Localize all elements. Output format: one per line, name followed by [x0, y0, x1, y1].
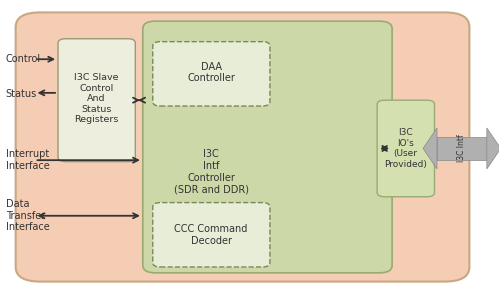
- FancyBboxPatch shape: [16, 12, 469, 282]
- Polygon shape: [423, 128, 437, 169]
- FancyBboxPatch shape: [377, 100, 434, 197]
- Polygon shape: [487, 128, 500, 169]
- Text: Data
Transfer
Interface: Data Transfer Interface: [6, 199, 50, 232]
- FancyBboxPatch shape: [153, 203, 270, 267]
- Text: Interrupt
Interface: Interrupt Interface: [6, 149, 50, 171]
- Text: I3C Slave
Control
And
Status
Registers: I3C Slave Control And Status Registers: [74, 74, 118, 124]
- Text: Control: Control: [6, 54, 41, 64]
- Text: I3C
Intf
Controller
(SDR and DDR): I3C Intf Controller (SDR and DDR): [174, 149, 248, 194]
- Text: I3C
IO's
(User
Provided): I3C IO's (User Provided): [384, 128, 427, 168]
- Text: Status: Status: [6, 89, 37, 99]
- FancyBboxPatch shape: [58, 39, 136, 162]
- FancyBboxPatch shape: [437, 137, 487, 160]
- FancyBboxPatch shape: [143, 21, 392, 273]
- Text: I3C Intf: I3C Intf: [458, 135, 466, 162]
- Text: CCC Command
Decoder: CCC Command Decoder: [174, 224, 248, 245]
- Text: DAA
Controller: DAA Controller: [187, 61, 235, 83]
- FancyBboxPatch shape: [153, 42, 270, 106]
